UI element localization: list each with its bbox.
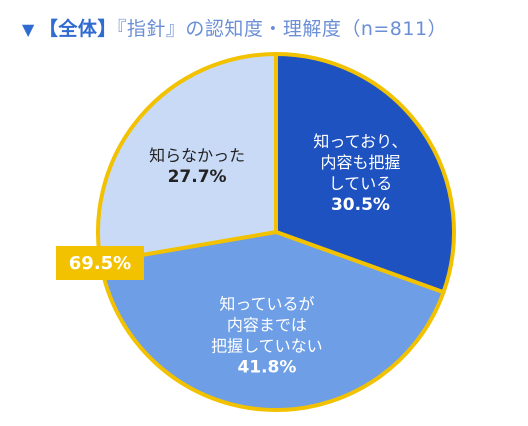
slice-1-label-line: 内容も把握 xyxy=(320,153,400,172)
callout-value: 69.5% xyxy=(69,253,131,274)
slice-2-label-line: 把握していない xyxy=(211,336,323,355)
slice-1-label-line: している xyxy=(329,174,393,193)
slice-2-label-line: 知っているが xyxy=(219,294,314,313)
slice-2-value-label: 41.8% xyxy=(237,357,296,377)
title-subject: 『指針』の認知度・理解度（n=811） xyxy=(116,18,448,40)
callout-group: 69.5% xyxy=(56,246,144,280)
pie-slice-3 xyxy=(96,52,278,265)
slice-3-label-line: 知らなかった xyxy=(149,146,245,165)
title-segment: 【全体】 xyxy=(38,18,117,40)
slice-3-value-label: 27.7% xyxy=(168,167,227,187)
slice-1-label-line: 知っており、 xyxy=(313,132,407,151)
triangle-down-icon: ▼ xyxy=(22,20,35,39)
pie-slice-1 xyxy=(274,52,456,295)
chart-title: ▼ 【全体】『指針』の認知度・理解度（n=811） xyxy=(22,14,447,41)
slice-2-label-line: 内容までは xyxy=(227,315,307,334)
slice-1-value-label: 30.5% xyxy=(331,195,390,215)
pie-slices xyxy=(96,52,456,412)
pie-slice-2 xyxy=(98,230,446,412)
callout-box xyxy=(56,246,144,280)
